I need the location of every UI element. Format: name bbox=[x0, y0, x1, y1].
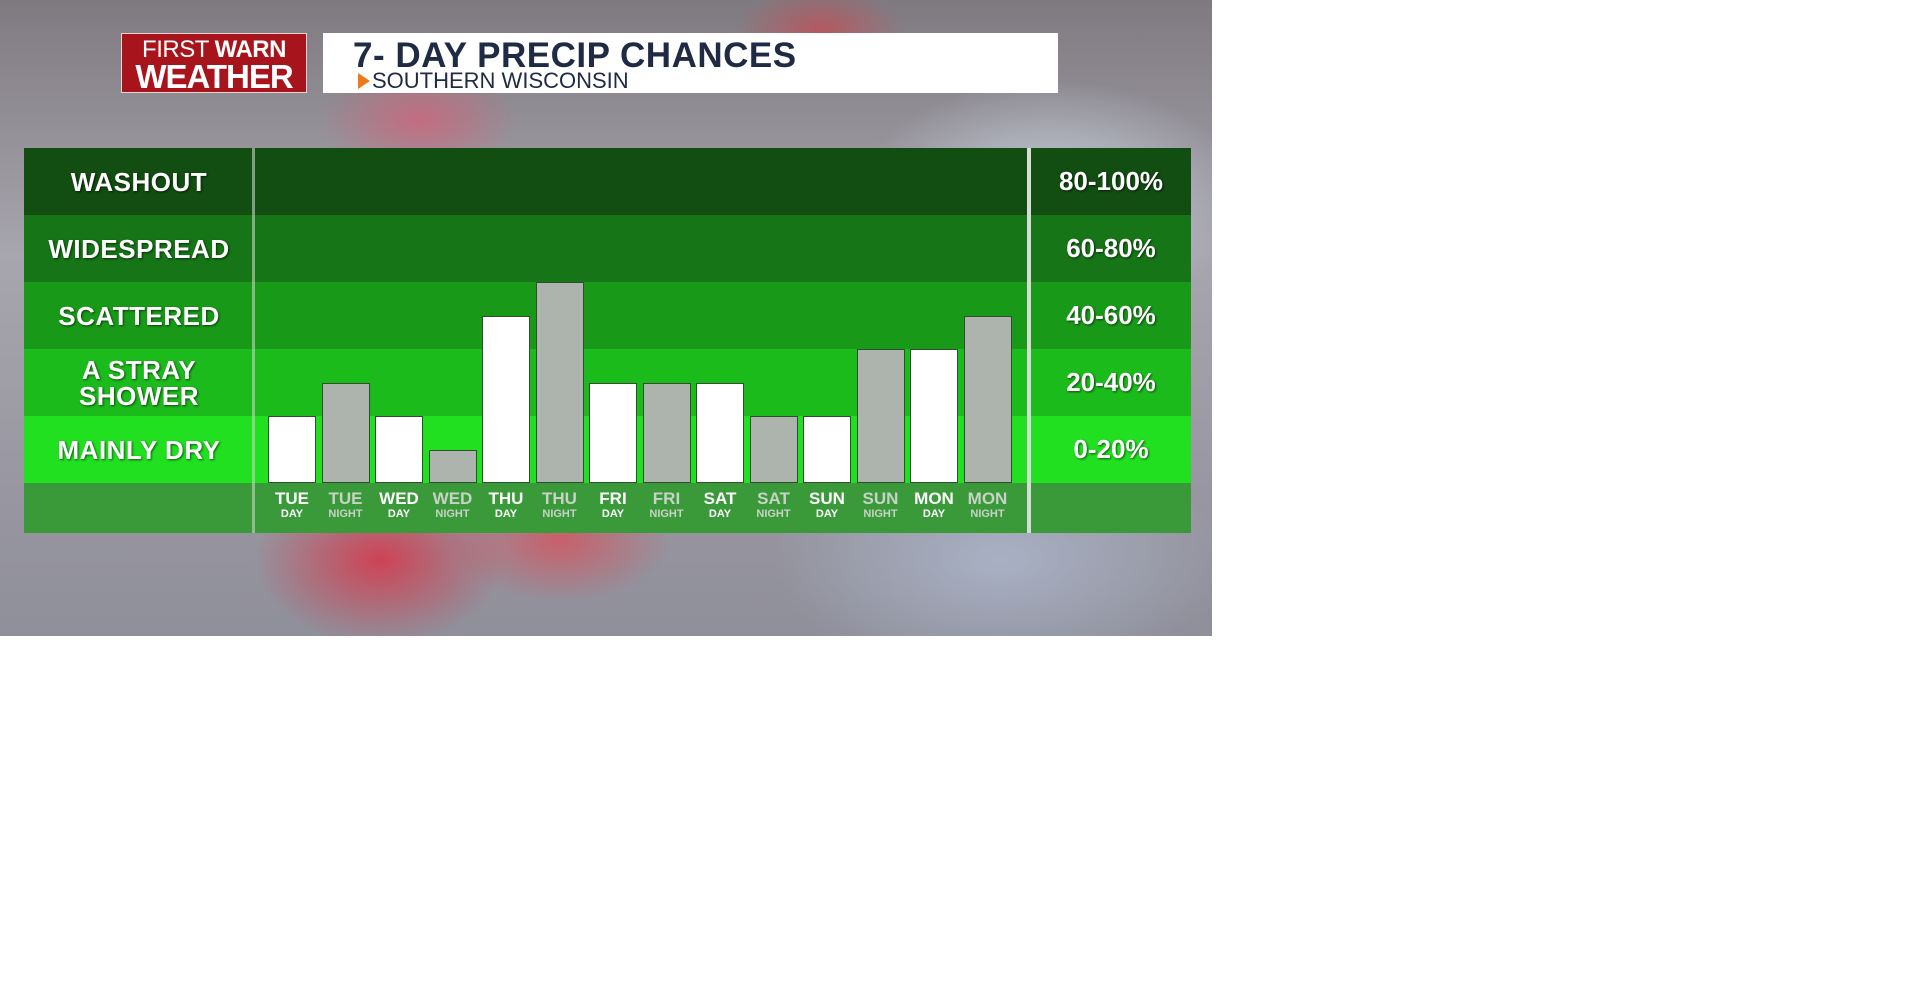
tick-label: THU DAY bbox=[478, 489, 534, 521]
tick-label: SUN DAY bbox=[799, 489, 855, 521]
level-label: SCATTERED bbox=[58, 300, 220, 331]
tick-day: MON bbox=[967, 489, 1008, 508]
bar-sat-night bbox=[749, 416, 798, 483]
bar-mon-night bbox=[963, 315, 1012, 483]
tick-label: TUE DAY bbox=[264, 489, 320, 521]
bar-tue-day bbox=[268, 416, 316, 483]
tick-label: FRI NIGHT bbox=[639, 489, 695, 521]
broadcast-graphic: FIRST WARN WEATHER 7- DAY PRECIP CHANCES… bbox=[0, 0, 1212, 636]
bar-thu-night bbox=[535, 282, 584, 483]
tick-period: NIGHT bbox=[435, 508, 470, 520]
tick-day: SAT bbox=[757, 489, 790, 508]
tick-label: MON DAY bbox=[906, 489, 962, 521]
level-range: 20-40% bbox=[1066, 367, 1156, 397]
level-range: 80-100% bbox=[1058, 166, 1164, 196]
bar-fri-day bbox=[589, 382, 637, 483]
level-band: WASHOUT 80-100% bbox=[24, 148, 1191, 215]
chart-divider-left bbox=[252, 148, 255, 533]
tick-day: SAT bbox=[703, 489, 737, 508]
bar-sat-day bbox=[696, 382, 744, 483]
tick-day: WED bbox=[432, 489, 473, 508]
level-label: A STRAY SHOWER bbox=[79, 354, 199, 411]
title-box: 7- DAY PRECIP CHANCES SOUTHERN WISCONSIN bbox=[323, 33, 1058, 93]
bar-sun-day bbox=[803, 416, 851, 483]
tick-label: SAT DAY bbox=[692, 489, 748, 521]
level-range: 40-60% bbox=[1066, 300, 1156, 330]
tick-period: DAY bbox=[708, 508, 732, 520]
tick-label: MON NIGHT bbox=[960, 489, 1016, 521]
tick-period: NIGHT bbox=[863, 508, 898, 520]
bar-wed-night bbox=[428, 449, 477, 483]
chart-divider-right bbox=[1027, 148, 1031, 533]
tick-day: SUN bbox=[809, 489, 845, 508]
bar-tue-night bbox=[321, 382, 370, 483]
tick-day: FRI bbox=[599, 489, 627, 508]
page-title: 7- DAY PRECIP CHANCES bbox=[353, 36, 797, 75]
tick-day: THU bbox=[542, 489, 577, 508]
bar-wed-day bbox=[375, 416, 423, 483]
bar-thu-day bbox=[482, 315, 530, 483]
bar-sun-night bbox=[856, 349, 905, 483]
tick-period: NIGHT bbox=[649, 508, 684, 520]
tick-period: DAY bbox=[387, 508, 411, 520]
tick-period: DAY bbox=[815, 508, 839, 520]
tick-label: TUE NIGHT bbox=[318, 489, 374, 521]
level-label: WASHOUT bbox=[70, 166, 208, 197]
level-band: WIDESPREAD 60-80% bbox=[24, 215, 1191, 282]
logo-warn: WARN bbox=[214, 36, 287, 63]
tick-day: TUE bbox=[275, 489, 309, 508]
tick-period: DAY bbox=[494, 508, 518, 520]
tick-day: MON bbox=[914, 489, 954, 508]
logo-weather: WEATHER bbox=[135, 58, 293, 95]
level-label: WIDESPREAD bbox=[48, 233, 230, 264]
tick-period: NIGHT bbox=[756, 508, 791, 520]
tick-period: NIGHT bbox=[970, 508, 1005, 520]
tick-period: DAY bbox=[922, 508, 946, 520]
tick-day: TUE bbox=[328, 489, 363, 508]
tick-label: SAT NIGHT bbox=[746, 489, 802, 521]
tick-day: WED bbox=[379, 489, 419, 508]
tick-day: SUN bbox=[862, 489, 899, 508]
tick-period: DAY bbox=[280, 508, 304, 520]
tick-label: FRI DAY bbox=[585, 489, 641, 521]
bar-mon-day bbox=[910, 349, 958, 483]
tick-period: NIGHT bbox=[542, 508, 577, 520]
page-subtitle: SOUTHERN WISCONSIN bbox=[372, 68, 629, 93]
logo-first: FIRST bbox=[142, 36, 209, 63]
bar-fri-night bbox=[642, 382, 691, 483]
level-range: 60-80% bbox=[1066, 233, 1156, 263]
play-triangle-icon bbox=[358, 73, 370, 89]
tick-label: WED DAY bbox=[371, 489, 427, 521]
tick-label: THU NIGHT bbox=[532, 489, 588, 521]
tick-period: DAY bbox=[601, 508, 625, 520]
level-band: SCATTERED 40-60% bbox=[24, 282, 1191, 349]
tick-label: SUN NIGHT bbox=[853, 489, 909, 521]
tick-label: WED NIGHT bbox=[425, 489, 481, 521]
tick-day: FRI bbox=[652, 489, 681, 508]
first-warn-weather-logo: FIRST WARN WEATHER bbox=[121, 33, 307, 93]
tick-period: NIGHT bbox=[328, 508, 363, 520]
level-label: MAINLY DRY bbox=[57, 434, 221, 465]
tick-day: THU bbox=[488, 489, 524, 508]
level-range: 0-20% bbox=[1073, 434, 1149, 464]
axis-row bbox=[24, 483, 1191, 533]
